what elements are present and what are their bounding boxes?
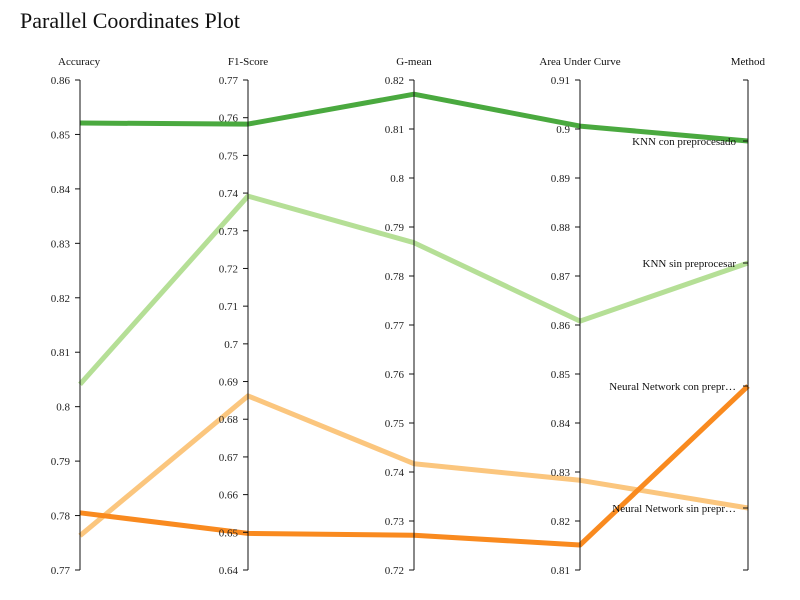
- tick-label: 0.73: [385, 516, 405, 528]
- tick-label: 0.68: [219, 414, 239, 426]
- tick-label: 0.76: [385, 369, 405, 381]
- tick-label: 0.64: [219, 565, 239, 577]
- tick-label: 0.81: [385, 124, 404, 136]
- tick-label: 0.9: [556, 124, 570, 136]
- tick-label: 0.87: [551, 271, 571, 283]
- tick-label: 0.78: [385, 271, 405, 283]
- tick-label: 0.76: [219, 113, 239, 125]
- tick-label: 0.82: [385, 75, 404, 87]
- tick-label: 0.8: [390, 173, 404, 185]
- tick-label: 0.83: [551, 467, 571, 479]
- tick-label: 0.69: [219, 377, 239, 389]
- tick-label: 0.7: [224, 339, 238, 351]
- axis-title-0: Accuracy: [58, 56, 101, 68]
- tick-label: 0.82: [551, 516, 570, 528]
- tick-label: 0.86: [51, 75, 71, 87]
- tick-label: 0.85: [551, 369, 571, 381]
- method-label-1: KNN sin preprocesar: [643, 258, 737, 270]
- tick-label: 0.77: [51, 565, 71, 577]
- axis-title-4: Method: [731, 56, 766, 68]
- method-label-3: Neural Network sin prepr…: [612, 503, 736, 515]
- tick-label: 0.66: [219, 490, 239, 502]
- tick-label: 0.77: [219, 75, 239, 87]
- tick-label: 0.89: [551, 173, 571, 185]
- tick-label: 0.81: [51, 347, 70, 359]
- tick-label: 0.86: [551, 320, 571, 332]
- tick-label: 0.81: [551, 565, 570, 577]
- chart-title: Parallel Coordinates Plot: [20, 8, 240, 33]
- tick-label: 0.78: [51, 511, 71, 523]
- tick-label: 0.75: [385, 418, 405, 430]
- tick-label: 0.83: [51, 238, 71, 250]
- tick-label: 0.65: [219, 527, 239, 539]
- tick-label: 0.82: [51, 293, 70, 305]
- tick-label: 0.79: [51, 456, 71, 468]
- tick-label: 0.72: [385, 565, 404, 577]
- tick-label: 0.91: [551, 75, 570, 87]
- tick-label: 0.73: [219, 226, 239, 238]
- tick-label: 0.8: [56, 402, 70, 414]
- axis-title-1: F1-Score: [228, 56, 268, 68]
- axis-title-3: Area Under Curve: [539, 56, 620, 68]
- tick-label: 0.84: [551, 418, 571, 430]
- tick-label: 0.77: [385, 320, 405, 332]
- tick-label: 0.88: [551, 222, 571, 234]
- tick-label: 0.67: [219, 452, 239, 464]
- tick-label: 0.74: [385, 467, 405, 479]
- tick-label: 0.84: [51, 184, 71, 196]
- tick-label: 0.85: [51, 129, 71, 141]
- method-label-0: KNN con preprocesado: [632, 136, 736, 148]
- tick-label: 0.72: [219, 263, 238, 275]
- tick-label: 0.74: [219, 188, 239, 200]
- axis-title-2: G-mean: [396, 56, 432, 68]
- method-label-2: Neural Network con prepr…: [609, 381, 736, 393]
- tick-label: 0.71: [219, 301, 238, 313]
- tick-label: 0.79: [385, 222, 405, 234]
- tick-label: 0.75: [219, 150, 239, 162]
